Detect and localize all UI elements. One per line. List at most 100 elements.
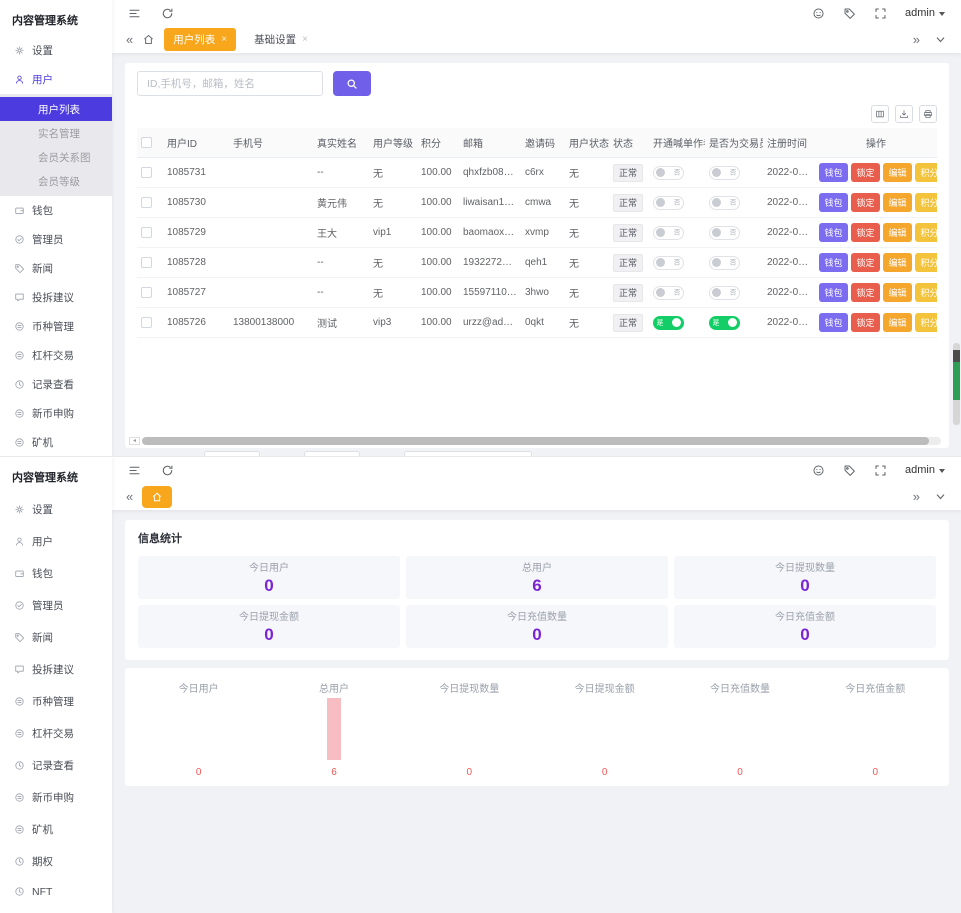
edit-action-button[interactable]: 编辑 <box>883 223 913 242</box>
points-action-button[interactable]: 积分 <box>915 313 937 332</box>
sidebar-item-feedback[interactable]: 投拆建议 <box>0 283 112 312</box>
export-button[interactable] <box>895 105 913 123</box>
sidebar-item-nft[interactable]: NFT <box>0 877 112 906</box>
wallet-action-button[interactable]: 钱包 <box>819 193 849 212</box>
sidebar-item-records[interactable]: 记录查看 <box>0 370 112 399</box>
close-tab-icon[interactable]: × <box>221 34 228 45</box>
print-button[interactable] <box>919 105 937 123</box>
menu-toggle-icon[interactable] <box>128 464 141 477</box>
sidebar-subitem-member-level[interactable]: 会员等级 <box>38 175 80 188</box>
toggle-on[interactable]: 是 <box>709 315 740 330</box>
pagination-pager[interactable] <box>404 451 532 456</box>
points-action-button[interactable]: 积分 <box>915 283 937 302</box>
lock-action-button[interactable]: 锁定 <box>851 163 881 182</box>
toggle-off[interactable]: 否 <box>653 165 684 180</box>
toggle-off[interactable]: 否 <box>709 225 740 240</box>
tabs-scroll-left-icon[interactable]: « <box>126 489 134 504</box>
sidebar-item-wallet[interactable]: 钱包 <box>0 557 112 589</box>
menu-toggle-icon[interactable] <box>128 7 141 20</box>
user-menu[interactable]: admin <box>905 464 945 476</box>
toggle-off[interactable]: 否 <box>653 225 684 240</box>
points-action-button[interactable]: 积分 <box>915 163 937 182</box>
pagination-jump-select[interactable] <box>304 451 360 456</box>
tabs-menu-icon[interactable] <box>934 490 947 503</box>
theme-icon[interactable] <box>812 464 825 477</box>
sidebar-item-miner[interactable]: 矿机 <box>0 428 112 456</box>
sidebar-item-currency[interactable]: 币种管理 <box>0 685 112 717</box>
wallet-action-button[interactable]: 钱包 <box>819 283 849 302</box>
lock-action-button[interactable]: 锁定 <box>851 193 881 212</box>
sidebar-item-settings[interactable]: 设置 <box>0 493 112 525</box>
vertical-scrollbar[interactable] <box>953 343 960 425</box>
wallet-action-button[interactable]: 钱包 <box>819 163 849 182</box>
sidebar-item-news[interactable]: 新闻 <box>0 254 112 283</box>
sidebar-item-leverage[interactable]: 杠杆交易 <box>0 717 112 749</box>
sidebar-item-feedback[interactable]: 投拆建议 <box>0 653 112 685</box>
tab-home[interactable] <box>142 485 173 508</box>
scroll-left-button[interactable]: ◂ <box>129 437 140 445</box>
close-tab-icon[interactable]: × <box>302 34 308 45</box>
sidebar-item-admin[interactable]: 管理员 <box>0 225 112 254</box>
sidebar-item-users[interactable]: 用户 <box>0 65 112 94</box>
toggle-off[interactable]: 否 <box>709 255 740 270</box>
row-checkbox[interactable] <box>141 196 152 208</box>
scrollbar-thumb[interactable] <box>142 437 929 445</box>
tabs-scroll-right-icon[interactable]: » <box>912 32 920 47</box>
user-menu[interactable]: admin <box>905 7 945 19</box>
fullscreen-icon[interactable] <box>874 7 887 20</box>
sidebar-item-new-coin[interactable]: 新币申购 <box>0 399 112 428</box>
sidebar-item-options[interactable]: 期权 <box>0 845 112 877</box>
refresh-icon[interactable] <box>161 464 174 477</box>
sidebar-item-news[interactable]: 新闻 <box>0 621 112 653</box>
toggle-off[interactable]: 否 <box>653 195 684 210</box>
tab-basic-settings[interactable]: 基础设置 × <box>245 28 317 51</box>
wallet-action-button[interactable]: 钱包 <box>819 253 849 272</box>
tabs-menu-icon[interactable] <box>934 33 947 46</box>
home-icon[interactable] <box>142 33 155 46</box>
edit-action-button[interactable]: 编辑 <box>883 253 913 272</box>
tabs-scroll-right-icon[interactable]: » <box>912 489 920 504</box>
sidebar-subitem-realname-manage[interactable]: 实名管理 <box>38 127 80 140</box>
toggle-off[interactable]: 否 <box>653 285 684 300</box>
tabs-scroll-left-icon[interactable]: « <box>126 32 134 47</box>
columns-button[interactable] <box>871 105 889 123</box>
edit-action-button[interactable]: 编辑 <box>883 313 913 332</box>
toggle-off[interactable]: 否 <box>709 195 740 210</box>
lock-action-button[interactable]: 锁定 <box>851 283 881 302</box>
refresh-icon[interactable] <box>161 7 174 20</box>
row-checkbox[interactable] <box>141 256 152 268</box>
pagination-size-select[interactable] <box>204 451 260 456</box>
points-action-button[interactable]: 积分 <box>915 253 937 272</box>
row-checkbox[interactable] <box>141 316 152 328</box>
points-action-button[interactable]: 积分 <box>915 193 937 212</box>
wallet-action-button[interactable]: 钱包 <box>819 313 849 332</box>
scrollbar-thumb[interactable] <box>953 362 960 400</box>
wallet-action-button[interactable]: 钱包 <box>819 223 849 242</box>
lock-action-button[interactable]: 锁定 <box>851 223 881 242</box>
search-input[interactable] <box>137 71 323 96</box>
sidebar-item-admin[interactable]: 管理员 <box>0 589 112 621</box>
toggle-off[interactable]: 否 <box>709 165 740 180</box>
sidebar-item-dual-finance[interactable]: 双币理财 <box>0 906 112 913</box>
sidebar-item-leverage[interactable]: 杠杆交易 <box>0 341 112 370</box>
row-checkbox[interactable] <box>141 286 152 298</box>
sidebar-item-new-coin[interactable]: 新币申购 <box>0 781 112 813</box>
sidebar-item-users[interactable]: 用户 <box>0 525 112 557</box>
edit-action-button[interactable]: 编辑 <box>883 163 913 182</box>
toggle-off[interactable]: 否 <box>653 255 684 270</box>
row-checkbox[interactable] <box>141 166 152 178</box>
sidebar-item-wallet[interactable]: 钱包 <box>0 196 112 225</box>
toggle-off[interactable]: 否 <box>709 285 740 300</box>
sidebar-item-records[interactable]: 记录查看 <box>0 749 112 781</box>
sidebar-item-currency[interactable]: 币种管理 <box>0 312 112 341</box>
fullscreen-icon[interactable] <box>874 464 887 477</box>
sidebar-subitem-member-graph[interactable]: 会员关系图 <box>38 151 91 164</box>
points-action-button[interactable]: 积分 <box>915 223 937 242</box>
search-button[interactable] <box>333 71 371 96</box>
edit-action-button[interactable]: 编辑 <box>883 283 913 302</box>
tab-user-list[interactable]: 用户列表 × <box>164 28 237 51</box>
tag-icon[interactable] <box>843 464 856 477</box>
sidebar-item-settings[interactable]: 设置 <box>0 36 112 65</box>
select-all-checkbox[interactable] <box>141 136 152 148</box>
row-checkbox[interactable] <box>141 226 152 238</box>
